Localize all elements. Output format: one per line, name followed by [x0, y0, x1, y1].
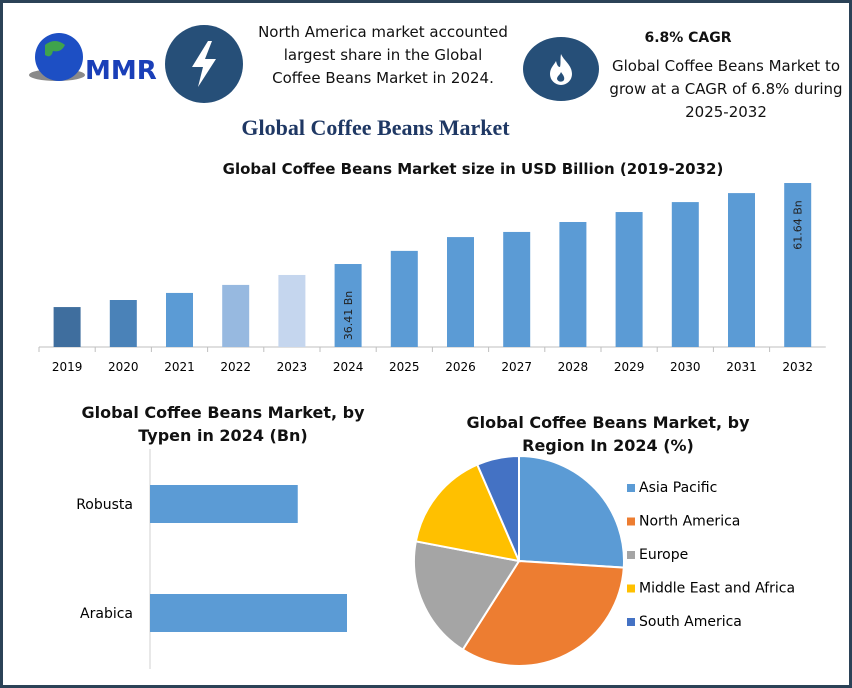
slice-asia-pacific	[518, 454, 625, 569]
main-title: Global Coffee Beans Market	[241, 115, 510, 140]
market-size-bar-chart: 2019 2020 2021 2022 2023 2024 36.41 Bn 2025 2026…	[38, 183, 826, 374]
x-tick-label: 2022	[220, 360, 251, 374]
x-tick-label: 2020	[108, 360, 139, 374]
x-tick-label: 2027	[501, 360, 532, 374]
bar-2025	[390, 250, 418, 347]
x-tick-label: 2024	[333, 360, 364, 374]
x-tick-label: 2028	[558, 360, 589, 374]
legend-swatch	[627, 484, 635, 492]
north-america-note: North America market accounted largest s…	[258, 23, 508, 87]
bar-2026	[447, 237, 474, 347]
x-tick-label: 2019	[52, 360, 83, 374]
x-tick-label: 2025	[389, 360, 420, 374]
legend-swatch	[627, 618, 635, 626]
x-tick-label: 2026	[445, 360, 476, 374]
pie-chart-title: Global Coffee Beans Market, by Region In…	[466, 413, 750, 455]
svg-text:MMR: MMR	[85, 56, 157, 86]
bar-2021	[166, 292, 193, 347]
slice-europe	[413, 540, 521, 652]
category-label: Arabica	[80, 606, 133, 622]
globe-logo-icon: MMR	[29, 33, 157, 86]
bar-2027	[503, 231, 531, 347]
bar-arabica	[150, 594, 347, 632]
legend-label: Asia Pacific	[639, 480, 717, 496]
type-chart-title: Global Coffee Beans Market, by Typen in …	[81, 403, 365, 445]
slice-middle-east-and-africa	[414, 463, 521, 563]
x-tick-label: 2032	[782, 360, 813, 374]
data-label: 61.64 Bn	[792, 200, 805, 250]
bar-2030	[671, 202, 699, 347]
legend-label: South America	[639, 614, 742, 630]
bar-2024	[334, 264, 362, 347]
bar-robusta	[150, 485, 298, 523]
legend-label: Europe	[639, 547, 688, 563]
lightning-bolt-icon	[165, 25, 243, 103]
x-tick-label: 2030	[670, 360, 701, 374]
bar-chart-title: Global Coffee Beans Market size in USD B…	[222, 160, 724, 178]
legend-swatch	[627, 517, 635, 526]
data-label: 36.41 Bn	[342, 291, 355, 341]
legend-label: Middle East and Africa	[639, 581, 795, 597]
legend-swatch	[627, 551, 635, 559]
bar-2019	[53, 307, 81, 347]
x-tick-label: 2031	[726, 360, 757, 374]
category-label: Robusta	[76, 497, 133, 513]
bar-2022	[222, 284, 250, 347]
bar-2031	[728, 193, 755, 347]
bar-2023	[278, 274, 306, 347]
x-tick-label: 2021	[164, 360, 195, 374]
x-tick-label: 2023	[277, 360, 308, 374]
bar-2032	[784, 183, 812, 347]
flame-icon	[523, 37, 599, 101]
bar-2028	[559, 221, 587, 347]
cagr-title: 6.8% CAGR	[644, 30, 732, 46]
x-tick-label: 2029	[614, 360, 645, 374]
cagr-note: Global Coffee Beans Market to grow at a …	[609, 57, 843, 121]
legend-swatch	[627, 584, 635, 593]
mmr-logo: MMR	[27, 27, 162, 87]
region-pie-chart: Asia Pacific North America Europe Middle Ea…	[413, 454, 795, 667]
bar-2020	[109, 300, 137, 347]
type-bar-chart: Robusta Arabica	[76, 449, 347, 669]
slice-south-america	[475, 454, 520, 562]
legend-label: North America	[639, 514, 740, 530]
bar-2029	[615, 212, 643, 347]
